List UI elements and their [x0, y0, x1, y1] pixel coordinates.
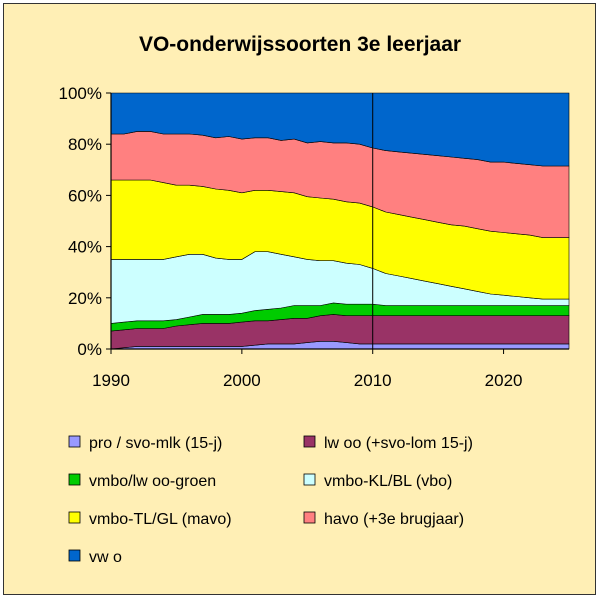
y-tick-label: 60% — [68, 186, 102, 205]
legend-swatch-lw-oo-svo-lom-15-j — [303, 435, 316, 448]
x-tick-label: 2020 — [485, 371, 523, 390]
legend-label-havo-3e-brugjaar: havo (+3e brugjaar) — [324, 511, 464, 528]
legend-label-vmbo-kl-bl-vbo: vmbo-KL/BL (vbo) — [324, 473, 452, 490]
chart-title: VO-onderwijssoorten 3e leerjaar — [139, 33, 461, 56]
legend-swatch-pro-svo-mlk-15-j — [68, 435, 81, 448]
legend-label-vmbo-tl-gl-mavo: vmbo-TL/GL (mavo) — [89, 511, 232, 528]
chart-frame: VO-onderwijssoorten 3e leerjaar 0% 20% 40%… — [3, 3, 596, 595]
y-tick-label: 20% — [68, 289, 102, 308]
legend-swatch-vw-o — [68, 549, 81, 562]
legend-label-pro-svo-mlk-15-j: pro / svo-mlk (15-j) — [89, 435, 222, 452]
y-tick-label: 80% — [68, 135, 102, 154]
x-tick-label: 1990 — [92, 371, 130, 390]
x-tick-label: 2000 — [223, 371, 261, 390]
legend-label-lw-oo-svo-lom-15-j: lw oo (+svo-lom 15-j) — [324, 435, 473, 452]
legend-swatch-vmbo-lw-oo-groen — [68, 473, 81, 486]
axes: 0% 20% 40% 60% 80% 100% 1990 2000 2010 2020 — [59, 84, 569, 390]
plot-area — [110, 92, 570, 350]
legend-swatch-vmbo-kl-bl-vbo — [303, 473, 316, 486]
y-tick-label: 100% — [59, 84, 102, 103]
stacked-area-chart: VO-onderwijssoorten 3e leerjaar 0% 20% 40%… — [59, 33, 570, 566]
y-tick-label: 40% — [68, 238, 102, 257]
y-tick-label: 0% — [77, 340, 102, 359]
legend-swatch-havo-3e-brugjaar — [303, 511, 316, 524]
legend-swatch-vmbo-tl-gl-mavo — [68, 511, 81, 524]
legend: pro / svo-mlk (15-j) lw oo (+svo-lom 15-j… — [68, 435, 473, 566]
legend-label-vw-o: vw o — [89, 549, 122, 566]
area-vw-o — [110, 92, 570, 167]
legend-label-vmbo-lw-oo-groen: vmbo/lw oo-groen — [89, 473, 216, 490]
x-tick-label: 2010 — [354, 371, 392, 390]
